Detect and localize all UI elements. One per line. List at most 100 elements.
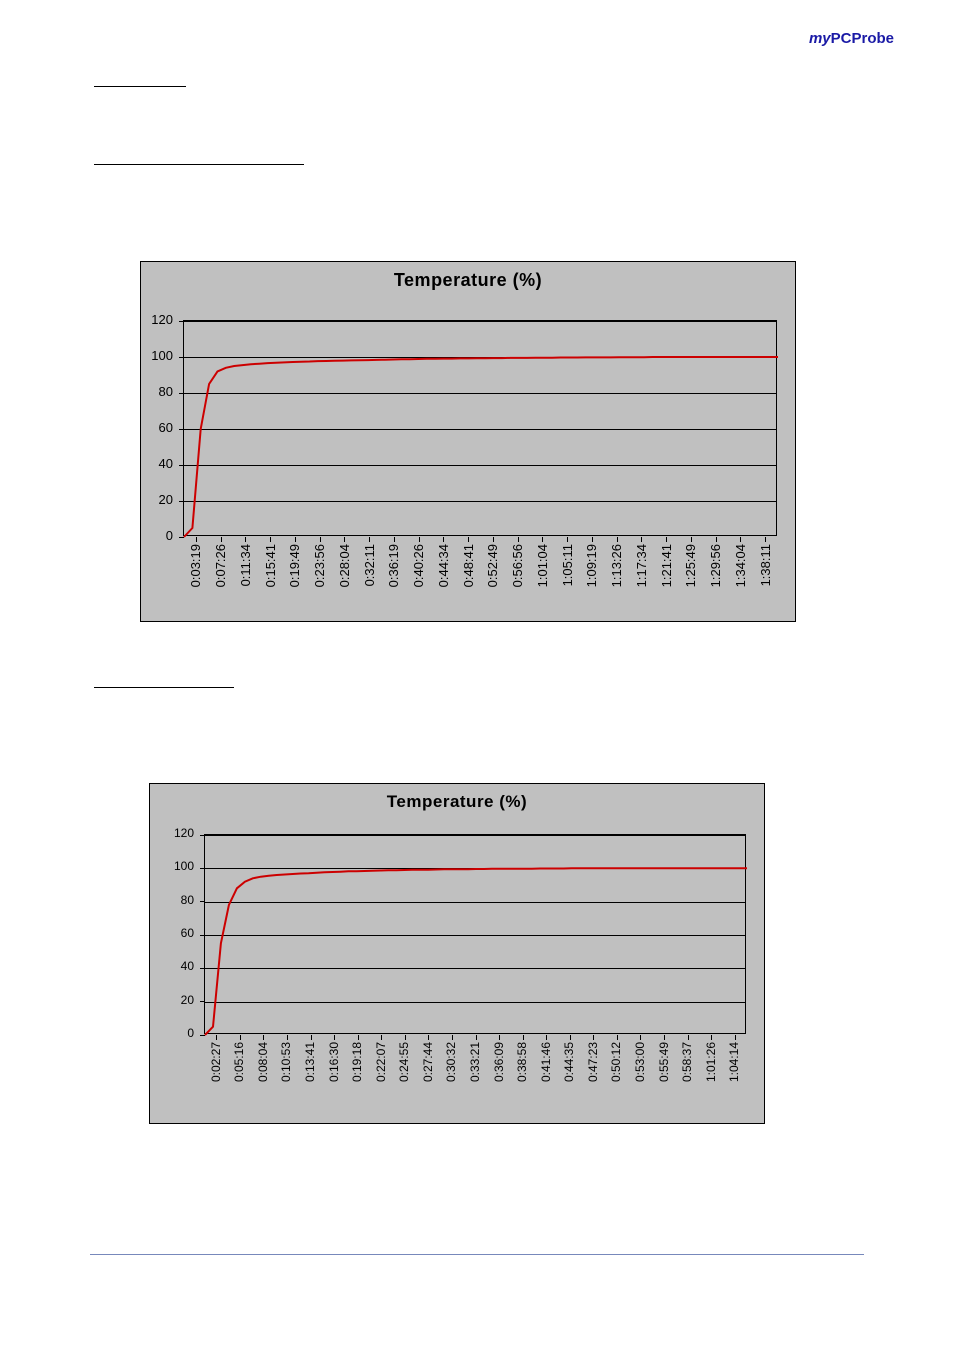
y-tick-label: 120 [164,826,194,840]
y-tick-label: 60 [143,420,173,435]
x-tick-label: 0:16:30 [327,1042,341,1082]
brand-label: myPCProbe [809,30,894,47]
heading-underline [94,86,186,87]
x-tick [765,537,766,542]
x-tick [518,537,519,542]
x-tick-label: 0:19:49 [287,544,302,587]
x-tick-label: 1:05:11 [560,544,575,586]
x-tick-label: 0:33:21 [468,1042,482,1082]
x-tick [542,537,543,542]
x-tick-label: 0:47:23 [586,1042,600,1082]
x-tick [245,537,246,542]
x-tick [664,1035,665,1040]
x-tick [570,1035,571,1040]
x-tick [666,537,667,542]
x-tick [711,1035,712,1040]
x-tick-label: 0:56:56 [510,544,525,587]
x-tick [419,537,420,542]
y-tick-label: 80 [143,384,173,399]
x-tick-label: 1:29:56 [708,544,723,587]
x-tick-label: 0:48:41 [461,544,476,587]
x-tick-label: 0:38:58 [515,1042,529,1082]
plot-area [204,834,746,1034]
x-tick-label: 0:55:49 [657,1042,671,1082]
x-tick-label: 1:34:04 [733,544,748,587]
x-tick [358,1035,359,1040]
x-tick-label: 1:17:34 [634,544,649,587]
x-tick [452,1035,453,1040]
temperature-chart-2: Temperature (%) 0204060801001200:02:270:… [149,783,765,1124]
x-tick [716,537,717,542]
x-tick-label: 0:53:00 [633,1042,647,1082]
x-tick-label: 0:52:49 [485,544,500,587]
x-tick-label: 0:41:46 [539,1042,553,1082]
x-tick-label: 1:01:04 [535,544,550,587]
x-tick [476,1035,477,1040]
y-tick-label: 100 [164,859,194,873]
x-tick-label: 0:10:53 [279,1042,293,1082]
x-tick-label: 0:22:07 [374,1042,388,1082]
x-tick-label: 1:13:26 [609,544,624,587]
x-tick-label: 0:36:09 [492,1042,506,1082]
x-tick-label: 0:58:37 [680,1042,694,1082]
x-tick-label: 0:27:44 [421,1042,435,1082]
x-tick-label: 0:05:16 [232,1042,246,1082]
x-tick [240,1035,241,1040]
x-tick [499,1035,500,1040]
x-tick [641,537,642,542]
x-tick-label: 0:24:55 [397,1042,411,1082]
y-tick-label: 0 [143,528,173,543]
x-tick [735,1035,736,1040]
x-tick [287,1035,288,1040]
temperature-chart-1: Temperature (%) 0204060801001200:03:190:… [140,261,796,622]
x-tick [617,1035,618,1040]
x-tick [344,537,345,542]
x-tick-label: 0:44:35 [562,1042,576,1082]
x-tick [263,1035,264,1040]
data-line [205,868,747,1035]
x-tick-label: 0:19:18 [350,1042,364,1082]
x-tick-label: 0:03:19 [188,544,203,587]
heading-underline [94,164,304,165]
x-tick-label: 0:23:56 [312,544,327,587]
x-tick-label: 0:02:27 [209,1042,223,1082]
x-tick [334,1035,335,1040]
x-tick-label: 0:15:41 [263,544,278,587]
x-tick [617,537,618,542]
plot-area [183,320,777,536]
x-tick [688,1035,689,1040]
x-tick [691,537,692,542]
x-tick-label: 1:09:19 [584,544,599,587]
x-tick [369,537,370,542]
y-tick-label: 40 [164,959,194,973]
x-tick [295,537,296,542]
x-tick-label: 0:44:34 [436,544,451,587]
y-tick-label: 80 [164,893,194,907]
x-tick [640,1035,641,1040]
chart-title: Temperature (%) [150,792,764,812]
x-tick [270,537,271,542]
x-tick [428,1035,429,1040]
x-tick-label: 1:21:41 [659,544,674,587]
x-tick [493,537,494,542]
x-tick [196,537,197,542]
x-tick-label: 1:38:11 [758,544,773,586]
x-tick-label: 0:08:04 [256,1042,270,1082]
y-tick-label: 60 [164,926,194,940]
brand-prefix: my [809,30,831,47]
data-line [184,357,778,537]
x-tick [394,537,395,542]
x-tick-label: 0:07:26 [213,544,228,587]
x-tick [216,1035,217,1040]
heading-underline [94,687,234,688]
y-tick-label: 20 [143,492,173,507]
x-tick [221,537,222,542]
x-tick [443,537,444,542]
y-tick-label: 100 [143,348,173,363]
x-tick [523,1035,524,1040]
brand-suffix: PCProbe [831,30,894,47]
y-tick-label: 120 [143,312,173,327]
x-tick-label: 0:13:41 [303,1042,317,1082]
x-tick [593,1035,594,1040]
x-tick-label: 0:28:04 [337,544,352,587]
